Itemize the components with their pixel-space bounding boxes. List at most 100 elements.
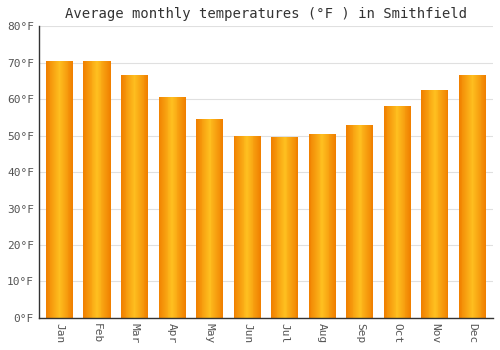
Bar xyxy=(318,134,320,318)
Bar xyxy=(468,76,469,318)
Bar xyxy=(325,134,326,318)
Bar xyxy=(334,134,335,318)
Bar xyxy=(401,106,402,318)
Bar xyxy=(108,61,110,318)
Bar xyxy=(121,76,122,318)
Bar xyxy=(407,106,408,318)
Bar xyxy=(369,125,370,318)
Bar xyxy=(251,136,252,318)
Bar xyxy=(171,97,172,318)
Bar xyxy=(84,61,86,318)
Bar xyxy=(478,76,480,318)
Bar xyxy=(440,90,441,318)
Bar xyxy=(184,97,186,318)
Bar xyxy=(237,136,238,318)
Bar xyxy=(398,106,399,318)
Bar xyxy=(326,134,327,318)
Bar xyxy=(358,125,359,318)
Bar xyxy=(138,76,139,318)
Bar xyxy=(389,106,390,318)
Bar xyxy=(392,106,393,318)
Bar xyxy=(433,90,434,318)
Bar xyxy=(460,76,461,318)
Bar xyxy=(273,138,274,318)
Bar xyxy=(140,76,141,318)
Bar xyxy=(427,90,428,318)
Bar xyxy=(88,61,89,318)
Bar xyxy=(278,138,280,318)
Bar xyxy=(175,97,176,318)
Bar xyxy=(349,125,350,318)
Bar xyxy=(391,106,392,318)
Bar xyxy=(180,97,181,318)
Bar xyxy=(356,125,357,318)
Bar xyxy=(360,125,361,318)
Bar xyxy=(100,61,102,318)
Bar xyxy=(174,97,175,318)
Bar xyxy=(241,136,242,318)
Bar xyxy=(206,119,207,318)
Bar xyxy=(130,76,131,318)
Bar xyxy=(214,119,215,318)
Bar xyxy=(259,136,260,318)
Bar xyxy=(220,119,222,318)
Bar xyxy=(163,97,164,318)
Bar xyxy=(70,61,71,318)
Bar xyxy=(246,136,247,318)
Bar xyxy=(315,134,316,318)
Bar xyxy=(317,134,318,318)
Bar xyxy=(272,138,273,318)
Bar xyxy=(409,106,410,318)
Bar xyxy=(393,106,394,318)
Bar xyxy=(474,76,475,318)
Bar xyxy=(160,97,162,318)
Bar xyxy=(164,97,165,318)
Bar xyxy=(476,76,477,318)
Bar xyxy=(52,61,53,318)
Bar xyxy=(132,76,134,318)
Bar xyxy=(388,106,390,318)
Bar xyxy=(466,76,467,318)
Bar xyxy=(446,90,448,318)
Bar xyxy=(247,136,248,318)
Bar xyxy=(350,125,351,318)
Bar xyxy=(183,97,184,318)
Bar xyxy=(348,125,349,318)
Bar xyxy=(346,125,347,318)
Bar xyxy=(308,134,310,318)
Bar xyxy=(204,119,205,318)
Bar xyxy=(147,76,148,318)
Bar xyxy=(202,119,203,318)
Bar xyxy=(87,61,88,318)
Bar xyxy=(359,125,360,318)
Title: Average monthly temperatures (°F ) in Smithfield: Average monthly temperatures (°F ) in Sm… xyxy=(65,7,467,21)
Bar xyxy=(441,90,442,318)
Bar xyxy=(248,136,249,318)
Bar xyxy=(47,61,48,318)
Bar xyxy=(249,136,250,318)
Bar xyxy=(124,76,126,318)
Bar xyxy=(283,138,284,318)
Bar xyxy=(55,61,56,318)
Bar xyxy=(475,76,476,318)
Bar xyxy=(89,61,90,318)
Bar xyxy=(95,61,96,318)
Bar xyxy=(470,76,472,318)
Bar xyxy=(207,119,208,318)
Bar xyxy=(212,119,214,318)
Bar xyxy=(330,134,332,318)
Bar xyxy=(313,134,314,318)
Bar xyxy=(312,134,314,318)
Bar xyxy=(274,138,275,318)
Bar xyxy=(372,125,374,318)
Bar xyxy=(122,76,123,318)
Bar xyxy=(281,138,282,318)
Bar xyxy=(469,76,470,318)
Bar xyxy=(239,136,240,318)
Bar xyxy=(314,134,315,318)
Bar xyxy=(218,119,220,318)
Bar xyxy=(66,61,68,318)
Bar xyxy=(432,90,433,318)
Bar xyxy=(98,61,99,318)
Bar xyxy=(484,76,485,318)
